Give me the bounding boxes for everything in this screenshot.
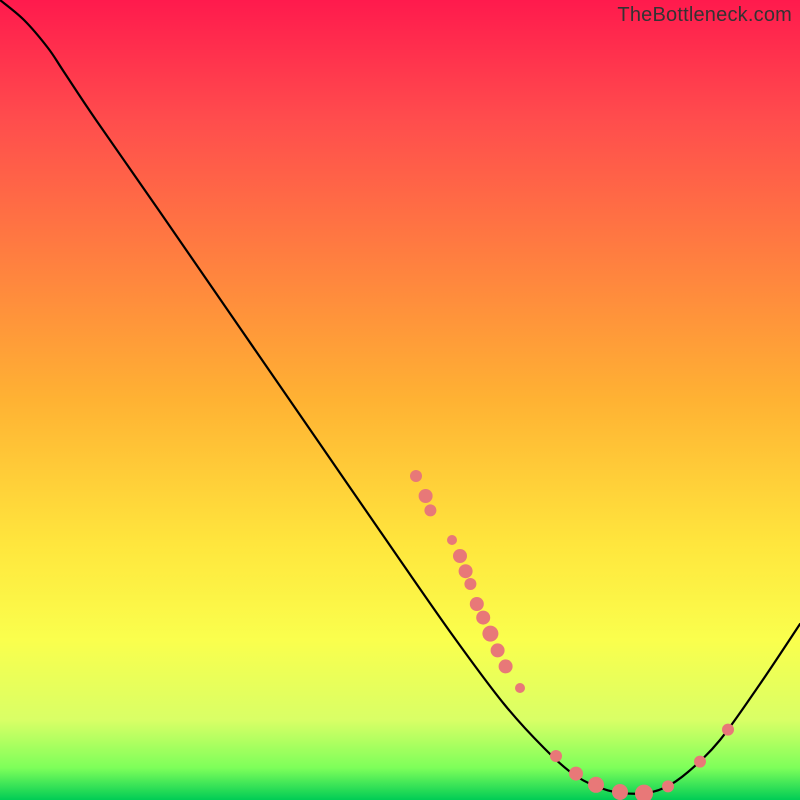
scatter-point bbox=[464, 578, 476, 590]
scatter-point bbox=[482, 626, 498, 642]
scatter-point bbox=[612, 784, 628, 800]
scatter-point bbox=[424, 504, 436, 516]
scatter-point bbox=[722, 724, 734, 736]
scatter-point bbox=[635, 785, 653, 800]
scatter-point bbox=[588, 777, 604, 793]
scatter-point bbox=[499, 659, 513, 673]
scatter-point bbox=[459, 564, 473, 578]
scatter-point bbox=[569, 767, 583, 781]
scatter-point bbox=[491, 643, 505, 657]
scatter-point bbox=[447, 535, 457, 545]
chart-canvas: TheBottleneck.com bbox=[0, 0, 800, 800]
scatter-point bbox=[476, 611, 490, 625]
scatter-point bbox=[694, 756, 706, 768]
scatter-point bbox=[419, 489, 433, 503]
scatter-group bbox=[410, 470, 734, 800]
scatter-point bbox=[410, 470, 422, 482]
scatter-point bbox=[662, 780, 674, 792]
scatter-point bbox=[470, 597, 484, 611]
chart-plot-layer bbox=[0, 0, 800, 800]
scatter-point bbox=[515, 683, 525, 693]
main-curve-line bbox=[0, 0, 800, 794]
scatter-point bbox=[453, 549, 467, 563]
scatter-point bbox=[550, 750, 562, 762]
